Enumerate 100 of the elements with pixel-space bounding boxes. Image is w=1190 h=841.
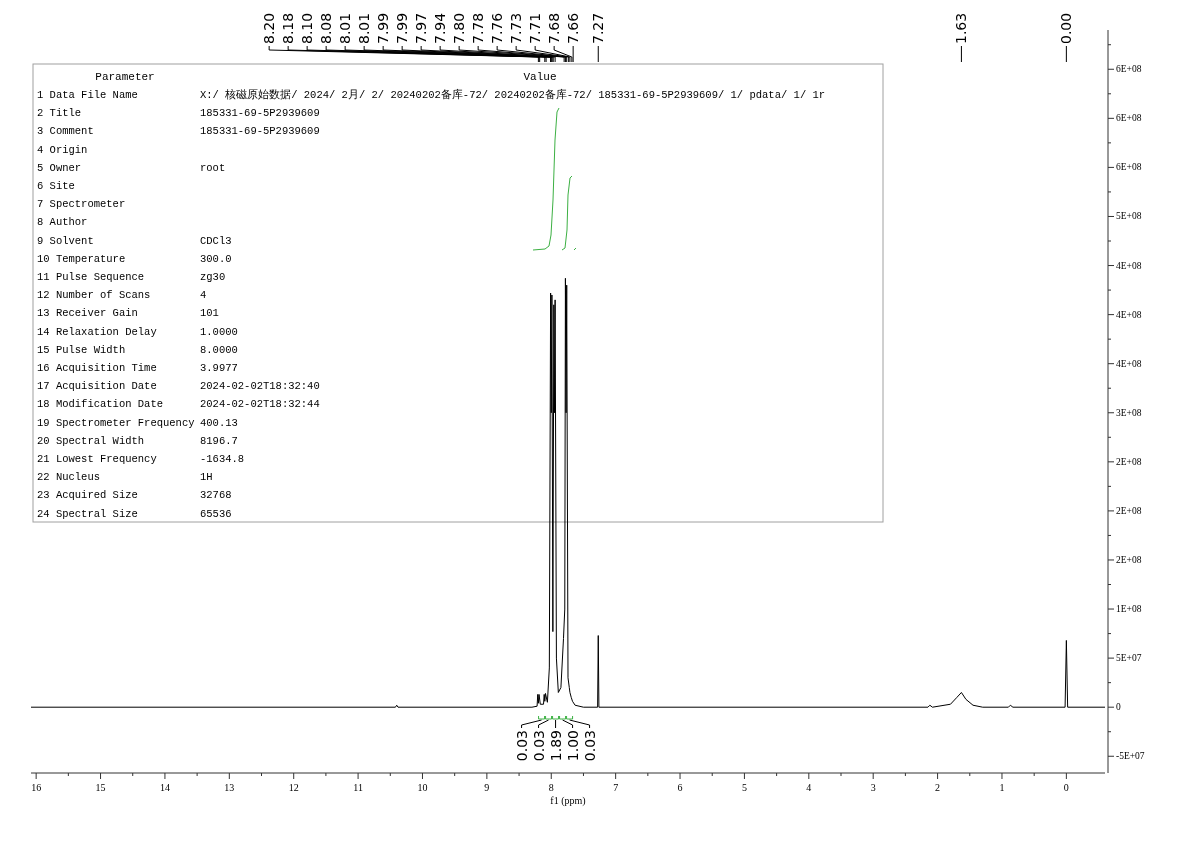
annotation: 7.68	[546, 12, 563, 44]
annotation: 0.03	[530, 730, 547, 762]
annotation: 4	[200, 289, 207, 302]
x-tick-label: 2	[935, 782, 941, 793]
annotation: 1H	[200, 471, 213, 484]
annotation: 8.18	[280, 12, 297, 44]
annotation: 8.0000	[200, 343, 238, 356]
annotation: 13 Receiver Gain	[37, 307, 138, 320]
annotation: 7.80	[451, 12, 468, 44]
annotation: Parameter	[95, 71, 155, 83]
x-tick-label: 16	[31, 782, 42, 793]
annotation: 7.66	[565, 12, 582, 44]
annotation: 14 Relaxation Delay	[37, 325, 157, 338]
annotation: 4 Origin	[37, 143, 88, 156]
annotation: Value	[523, 71, 557, 83]
annotation: 0.03	[513, 730, 530, 762]
x-tick-label: 10	[417, 782, 428, 793]
x-tick-label: 12	[288, 782, 299, 793]
annotation: 2024-02-02T18:32:40	[200, 380, 320, 393]
annotation: 400.13	[200, 416, 238, 429]
annotation: 8196.7	[200, 434, 238, 447]
x-tick-label: 4	[806, 782, 812, 793]
annotation: CDCl3	[200, 234, 232, 247]
x-tick-label: 5	[741, 782, 747, 793]
annotation: 7.27	[590, 12, 607, 44]
annotation: 7.76	[489, 12, 506, 44]
x-tick-label: 11	[353, 782, 363, 793]
annotation: 20 Spectral Width	[37, 434, 145, 447]
annotation: 1.00	[564, 730, 581, 762]
x-tick-label: 7	[613, 782, 619, 793]
annotation: 8.08	[318, 12, 335, 44]
annotation: 8.20	[261, 12, 278, 44]
annotation: 7.71	[527, 12, 544, 44]
x-tick-label: 0	[1063, 782, 1069, 793]
annotation: 8.01	[337, 12, 354, 44]
annotation: 8.10	[299, 12, 316, 44]
y-tick-label: -5E+07	[1116, 751, 1145, 762]
annotation: 18 Modification Date	[37, 398, 164, 411]
x-axis-title: f1 (ppm)	[550, 795, 586, 807]
annotation: 10 Temperature	[37, 252, 126, 265]
x-tick-label: 1	[999, 782, 1005, 793]
annotation: 12 Number of Scans	[37, 289, 151, 302]
annotation: 7 Spectrometer	[37, 198, 126, 211]
y-tick-label: 4E+08	[1116, 260, 1142, 271]
annotation: 6 Site	[37, 180, 75, 192]
annotation: 21 Lowest Frequency	[37, 453, 157, 465]
annotation: 23 Acquired Size	[37, 489, 138, 502]
annotation: 7.99	[394, 12, 411, 44]
annotation: 101	[200, 307, 219, 320]
annotation: 9 Solvent	[37, 234, 94, 247]
x-tick-label: 8	[548, 782, 554, 793]
annotation: 7.97	[413, 12, 430, 44]
x-tick-label: 3	[870, 782, 876, 793]
annotation: 24 Spectral Size	[37, 507, 138, 520]
annotation: 65536	[200, 507, 232, 520]
annotation: 185331-69-5P2939609	[200, 107, 320, 120]
y-tick-label: 5E+08	[1116, 211, 1142, 222]
annotation: 1.63	[953, 12, 970, 44]
annotation: 8.01	[356, 12, 373, 44]
y-tick-label: 4E+08	[1116, 358, 1142, 369]
annotation: 8 Author	[37, 216, 88, 229]
y-tick-label: 0	[1116, 702, 1121, 713]
annotation: 5 Owner	[37, 161, 82, 174]
annotation: 1.0000	[200, 325, 238, 338]
y-tick-label: 2E+08	[1116, 456, 1142, 467]
annotation: 1 Data File Name	[37, 89, 138, 101]
annotation: 11 Pulse Sequence	[37, 271, 145, 283]
x-tick-label: 6	[677, 782, 683, 793]
annotation: 185331-69-5P2939609	[200, 125, 320, 138]
y-tick-label: 6E+08	[1116, 64, 1142, 75]
annotation: 32768	[200, 489, 232, 502]
y-tick-label: 1E+08	[1116, 604, 1142, 615]
annotation: -1634.8	[200, 453, 245, 465]
y-tick-label: 2E+08	[1116, 505, 1142, 516]
annotation: 7.94	[432, 12, 449, 44]
y-tick-label: 6E+08	[1116, 162, 1142, 173]
y-tick-label: 4E+08	[1116, 309, 1142, 320]
annotation: 19 Spectrometer Frequency	[37, 416, 195, 429]
annotation: 16 Acquisition Time	[37, 362, 157, 374]
annotation: 1.89	[547, 730, 564, 762]
x-tick-label: 15	[95, 782, 106, 793]
annotation: 0.03	[581, 730, 598, 762]
x-tick-label: 14	[159, 782, 170, 793]
annotation: 2024-02-02T18:32:44	[200, 398, 320, 411]
annotation: X:/ 核磁原始数据/ 2024/ 2月/ 2/ 20240202备库-72/ 20240202备库-72/ 185331-69-5P2939609/ 1/ pdata/ 1/ 1r	[200, 88, 826, 101]
y-tick-label: 6E+08	[1116, 113, 1142, 124]
annotation: 3.9977	[200, 362, 238, 374]
annotation: root	[200, 161, 226, 174]
annotation: 7.78	[470, 12, 487, 44]
x-tick-label: 9	[484, 782, 490, 793]
y-tick-label: 5E+07	[1116, 653, 1142, 664]
annotation: 22 Nucleus	[37, 471, 101, 484]
annotation: zg30	[200, 271, 226, 283]
annotation: 7.73	[508, 12, 525, 44]
y-tick-label: 2E+08	[1116, 554, 1142, 565]
y-tick-label: 3E+08	[1116, 407, 1142, 418]
annotation: 17 Acquisition Date	[37, 380, 157, 393]
annotation: 300.0	[200, 252, 232, 265]
annotation: 2 Title	[37, 107, 82, 120]
annotation: 3 Comment	[37, 125, 94, 138]
